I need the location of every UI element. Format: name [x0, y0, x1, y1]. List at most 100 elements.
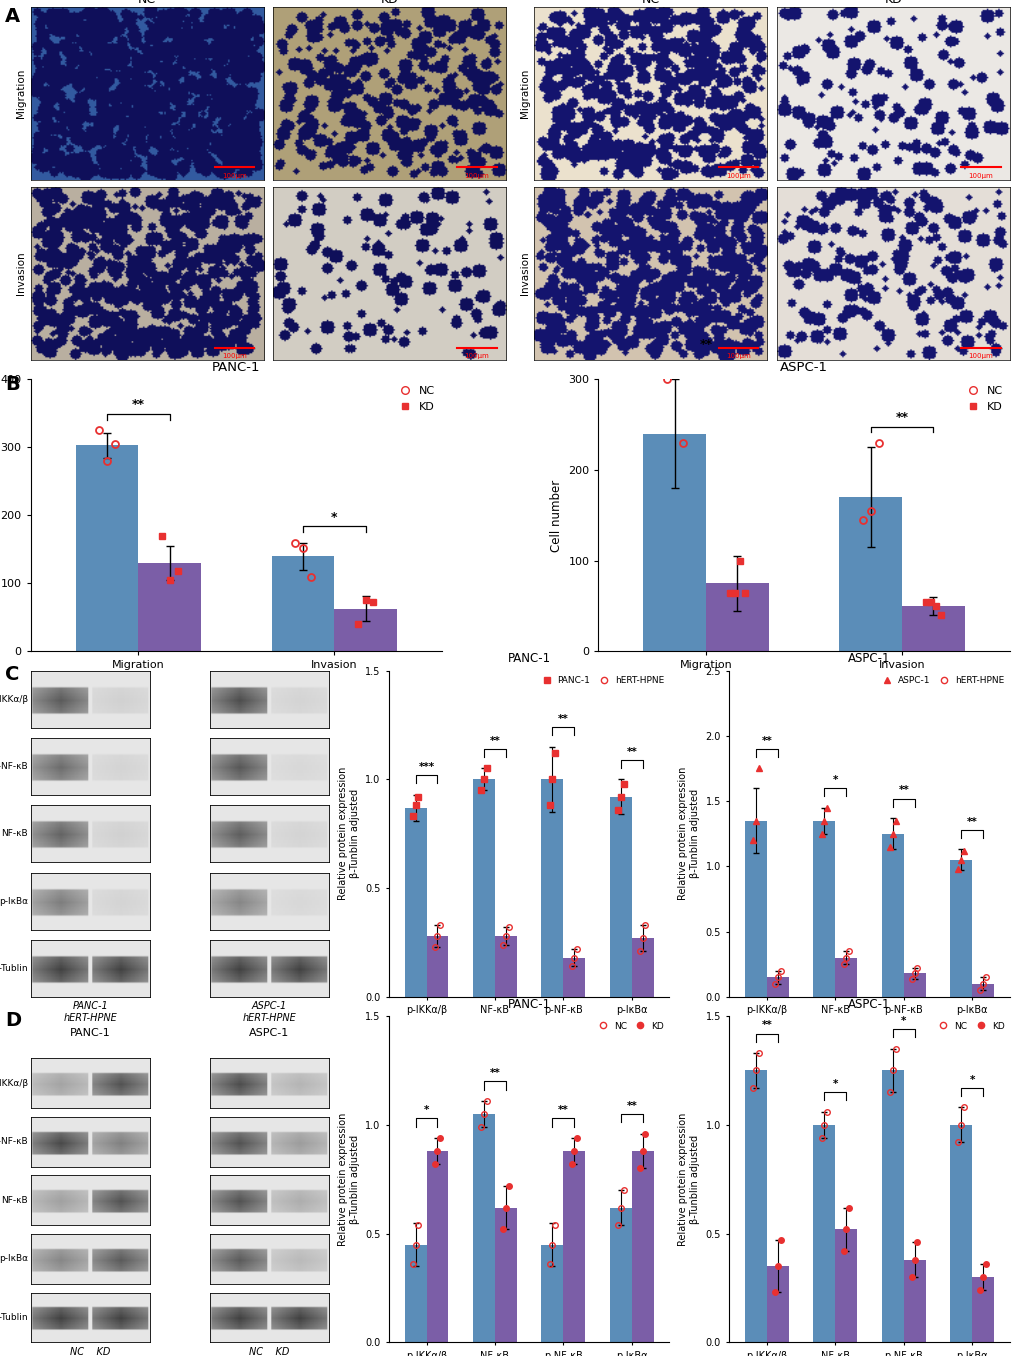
Y-axis label: β-Tublin: β-Tublin	[0, 1313, 28, 1322]
Legend: ASPC-1, hERT-HPNE: ASPC-1, hERT-HPNE	[874, 673, 1007, 689]
Y-axis label: Relative protein expression
β-Tunblin adjusted: Relative protein expression β-Tunblin ad…	[678, 1112, 699, 1246]
Y-axis label: β-Tublin: β-Tublin	[0, 964, 28, 972]
Bar	[950, 1125, 971, 1342]
Bar	[541, 780, 562, 997]
X-axis label: ASPC-1
hERT-HPNE: ASPC-1 hERT-HPNE	[243, 1001, 296, 1022]
Bar	[705, 583, 768, 651]
Bar	[766, 1267, 788, 1342]
Text: **: **	[761, 736, 771, 746]
Text: C: C	[5, 666, 19, 685]
Text: **: **	[626, 747, 637, 757]
Title: ASPC-1: ASPC-1	[848, 998, 890, 1010]
Bar	[839, 498, 901, 651]
Text: **: **	[895, 411, 908, 424]
Y-axis label: Invasion: Invasion	[16, 252, 26, 296]
Bar	[744, 820, 766, 997]
Y-axis label: p-NF-κB: p-NF-κB	[0, 1138, 28, 1146]
Text: ASPC-1: ASPC-1	[249, 1028, 289, 1039]
Legend: NC, KD: NC, KD	[930, 1018, 1007, 1035]
X-axis label: NC    KD: NC KD	[249, 1347, 289, 1356]
Bar	[271, 556, 334, 651]
Text: **: **	[699, 339, 712, 351]
Bar	[405, 1245, 426, 1342]
Text: *: *	[968, 1075, 974, 1085]
Text: 100μm: 100μm	[726, 353, 750, 359]
Bar	[881, 834, 903, 997]
Y-axis label: Relative protein expression
β-Tunblin adjusted: Relative protein expression β-Tunblin ad…	[337, 1112, 360, 1246]
Text: *: *	[832, 774, 838, 785]
Text: **: **	[966, 816, 976, 827]
Text: **: **	[489, 1069, 500, 1078]
Bar	[881, 1070, 903, 1342]
X-axis label: NC    KD: NC KD	[70, 1347, 110, 1356]
Bar	[950, 860, 971, 997]
Text: 100μm: 100μm	[465, 353, 489, 359]
Text: *: *	[331, 511, 337, 523]
Legend: PANC-1, hERT-HPNE: PANC-1, hERT-HPNE	[534, 673, 666, 689]
Y-axis label: NF-κB: NF-κB	[1, 1196, 28, 1205]
Text: **: **	[898, 785, 908, 795]
Text: 100μm: 100μm	[465, 172, 489, 179]
Y-axis label: p-IKKα/β: p-IKKα/β	[0, 694, 28, 704]
Bar	[75, 445, 139, 651]
Bar	[744, 1070, 766, 1342]
Y-axis label: p-NF-κB: p-NF-κB	[0, 762, 28, 772]
Text: **: **	[131, 399, 145, 411]
Bar	[426, 936, 448, 997]
Bar	[473, 780, 494, 997]
Bar	[494, 936, 517, 997]
Bar	[334, 609, 396, 651]
Text: 100μm: 100μm	[726, 172, 750, 179]
Bar	[609, 1208, 631, 1342]
Bar	[541, 1245, 562, 1342]
Text: PANC-1: PANC-1	[69, 1028, 110, 1039]
Title: PANC-1: PANC-1	[212, 361, 260, 374]
Legend: NC, KD: NC, KD	[956, 381, 1007, 416]
Bar	[835, 957, 856, 997]
Title: NC: NC	[138, 0, 156, 5]
Bar	[631, 938, 653, 997]
Legend: NC, KD: NC, KD	[389, 381, 439, 416]
Text: 100μm: 100μm	[222, 353, 247, 359]
Bar	[562, 957, 585, 997]
Y-axis label: p-IκBα: p-IκBα	[0, 896, 28, 906]
Text: 100μm: 100μm	[222, 172, 247, 179]
Legend: NC, KD: NC, KD	[590, 1018, 666, 1035]
Text: *: *	[424, 1105, 429, 1115]
Text: **: **	[489, 736, 500, 746]
Y-axis label: Relative protein expression
β-Tunblin adjusted: Relative protein expression β-Tunblin ad…	[678, 767, 699, 900]
Bar	[971, 984, 994, 997]
Y-axis label: Relative protein expression
β-Tunblin adjusted: Relative protein expression β-Tunblin ad…	[337, 767, 360, 900]
Bar	[139, 563, 201, 651]
Title: KD: KD	[883, 0, 901, 5]
Text: *: *	[900, 1016, 906, 1026]
Title: ASPC-1: ASPC-1	[780, 361, 827, 374]
Text: **: **	[626, 1101, 637, 1111]
Y-axis label: NF-κB: NF-κB	[1, 830, 28, 838]
Bar	[473, 1115, 494, 1342]
Title: PANC-1: PANC-1	[507, 998, 550, 1010]
Text: **: **	[761, 1020, 771, 1031]
Title: PANC-1: PANC-1	[507, 652, 550, 666]
Bar	[494, 1208, 517, 1342]
Y-axis label: p-IKKα/β: p-IKKα/β	[0, 1078, 28, 1088]
Text: B: B	[5, 376, 19, 395]
Bar	[562, 1151, 585, 1342]
Text: *: *	[832, 1079, 838, 1089]
Bar	[971, 1277, 994, 1342]
Text: **: **	[557, 1105, 569, 1115]
Title: KD: KD	[380, 0, 397, 5]
Bar	[631, 1151, 653, 1342]
Bar	[405, 808, 426, 997]
Text: 100μm: 100μm	[967, 172, 993, 179]
Bar	[813, 1125, 835, 1342]
Y-axis label: Migration: Migration	[16, 69, 26, 118]
Bar	[766, 978, 788, 997]
Bar	[643, 434, 705, 651]
Y-axis label: Migration: Migration	[520, 69, 530, 118]
Bar	[426, 1151, 448, 1342]
Title: NC: NC	[641, 0, 659, 5]
Text: ***: ***	[418, 762, 434, 772]
Text: 100μm: 100μm	[967, 353, 993, 359]
Y-axis label: p-IκBα: p-IκBα	[0, 1254, 28, 1264]
